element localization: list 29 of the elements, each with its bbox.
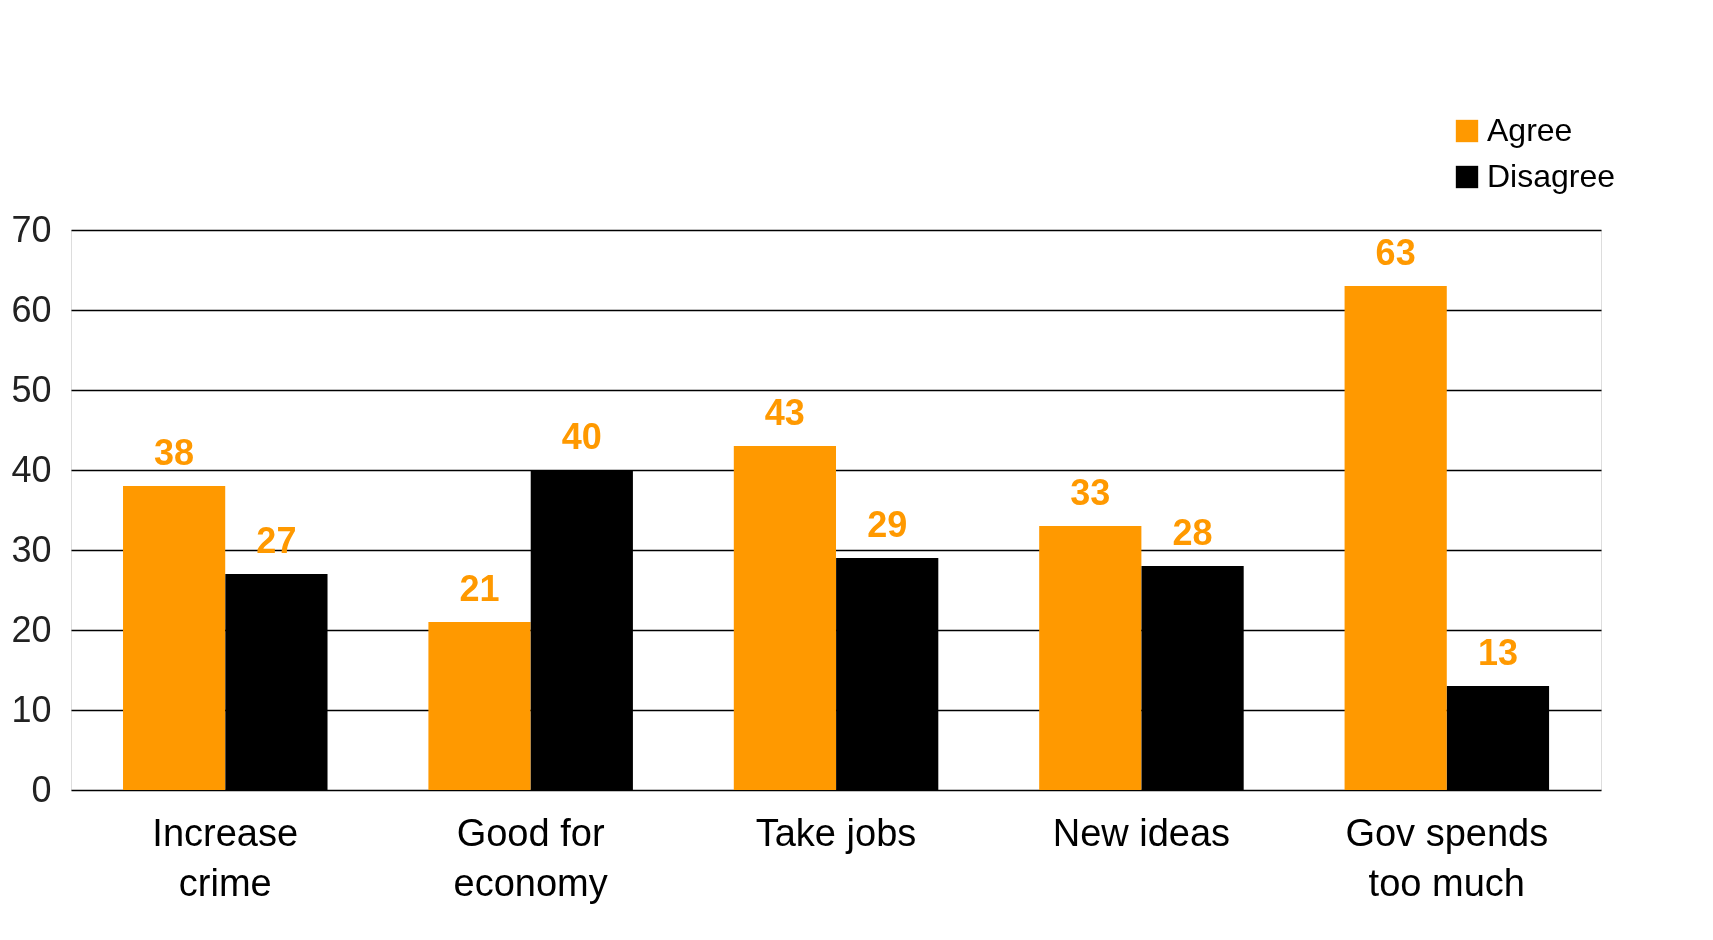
data-label: 28: [1172, 512, 1213, 553]
y-tick-label: 40: [11, 448, 52, 490]
data-label: 40: [561, 416, 602, 457]
legend-label: Disagree: [1487, 158, 1616, 194]
data-label: 21: [459, 568, 500, 609]
bar: [733, 446, 836, 790]
bar: [1039, 526, 1142, 790]
data-label: 29: [867, 504, 908, 545]
x-tick-label: Gov spends too much: [1345, 811, 1549, 904]
x-tick-label: Take jobs: [755, 811, 917, 854]
bar: [1344, 286, 1447, 790]
bar: [428, 622, 531, 790]
data-label: 33: [1070, 472, 1111, 513]
y-tick-label: 70: [11, 208, 52, 250]
y-tick-label: 20: [11, 608, 52, 650]
data-label: 43: [764, 392, 805, 433]
y-tick-label: 0: [31, 768, 52, 810]
y-tick-label: 30: [11, 528, 52, 570]
data-label: 38: [154, 432, 195, 473]
y-tick-label: 50: [11, 368, 52, 410]
legend-label: Agree: [1487, 112, 1573, 148]
x-tick-label: Increase crime: [152, 811, 299, 904]
x-tick-label: Good for economy: [453, 811, 608, 904]
data-label: 13: [1477, 632, 1518, 673]
bar: [123, 486, 226, 790]
data-label: 63: [1375, 232, 1416, 273]
x-tick-label: New ideas: [1052, 811, 1231, 854]
y-tick-label: 10: [11, 688, 52, 730]
y-tick-label: 60: [11, 288, 52, 330]
